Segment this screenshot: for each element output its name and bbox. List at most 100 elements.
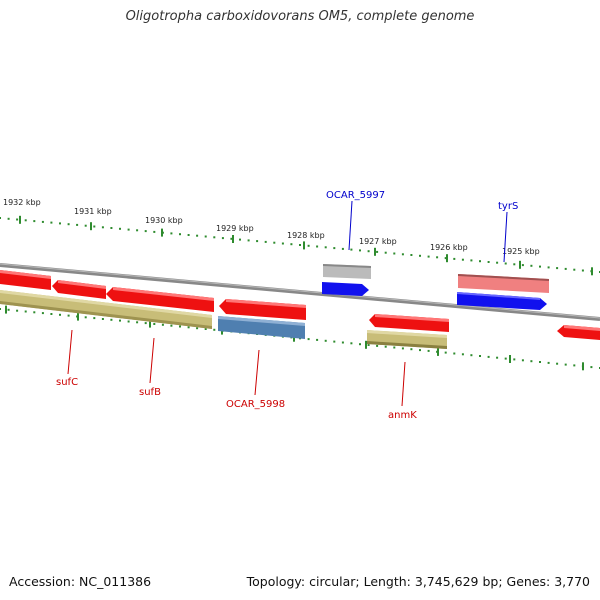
tick-dot <box>119 227 121 230</box>
tick-dot <box>76 223 79 226</box>
tick-dot <box>401 347 404 350</box>
gene-label-anmK[interactable]: anmK <box>388 410 417 421</box>
feature-bar-pink[interactable] <box>458 274 549 293</box>
tick-dot <box>556 267 559 270</box>
tick-dot <box>384 251 387 254</box>
gene-arrow-OCAR_5998-strand[interactable] <box>219 299 306 320</box>
tick-dot <box>299 244 301 246</box>
tick-dot <box>427 255 430 258</box>
tick-dot <box>521 264 524 267</box>
scale-label-1932: 1932 kbp <box>3 198 41 207</box>
gene-label-OCAR_5998[interactable]: OCAR_5998 <box>226 399 285 410</box>
tick-dot <box>496 261 499 264</box>
leader-line-anmK <box>401 361 406 407</box>
tick-dot <box>84 224 87 227</box>
accession-text: Accession: NC_011386 <box>9 574 152 589</box>
feature-bar-olive-left[interactable] <box>0 290 212 329</box>
tick-dot <box>419 254 421 257</box>
tick-dot <box>539 361 541 363</box>
tick-dot <box>436 256 439 259</box>
tick-dot <box>127 228 130 231</box>
gene-label-sufC[interactable]: sufC <box>56 377 78 388</box>
tick-dot <box>110 318 113 321</box>
tick-dot <box>59 313 61 316</box>
tick-dot <box>67 223 70 226</box>
tick-dot <box>170 324 173 327</box>
tick-dot <box>204 328 207 330</box>
tick-dot <box>410 348 413 351</box>
tick-dot <box>239 238 241 241</box>
tick-dot <box>547 266 550 269</box>
feature-bar-gray[interactable] <box>323 264 371 279</box>
tick-dot <box>307 338 310 341</box>
tick-dot <box>264 240 267 243</box>
tick-dot <box>359 249 361 252</box>
tick-dot <box>324 339 327 342</box>
tick-dot <box>444 351 447 354</box>
tick-dot <box>376 344 379 347</box>
tick-dot <box>350 248 353 251</box>
tick-dot <box>496 356 499 359</box>
gene-arrow-tyrS[interactable] <box>457 292 547 310</box>
genome-summary-text: Topology: circular; Length: 3,745,629 bp… <box>246 574 590 589</box>
gene-arrow-anmK-strand[interactable] <box>369 314 449 332</box>
leader-line-tyrS <box>503 211 508 263</box>
genome-backbone <box>0 263 600 321</box>
tick-dot <box>136 321 139 324</box>
tick-dot <box>127 320 130 323</box>
tick-dot <box>453 257 456 260</box>
tick-dot <box>444 257 447 260</box>
gene-arrow-1[interactable] <box>0 270 51 290</box>
tick-dot <box>479 260 481 263</box>
tick-dot <box>256 240 259 243</box>
tick-dot <box>350 342 353 345</box>
tick-dot <box>33 220 36 223</box>
tick-dot <box>153 230 156 233</box>
tick-dot <box>33 311 36 314</box>
leader-line-sufC <box>67 329 73 375</box>
tick-dot <box>341 341 344 344</box>
gene-label-OCAR_5997[interactable]: OCAR_5997 <box>326 190 385 201</box>
gene-arrow-sufC-strand[interactable] <box>52 280 106 299</box>
tick-dot <box>170 232 173 235</box>
gene-arrow-right-edge[interactable] <box>557 325 600 340</box>
tick-dot <box>359 343 361 346</box>
tick-dot <box>50 221 53 224</box>
tick-dot <box>410 254 413 256</box>
tick-dot <box>213 236 216 239</box>
tick-dot <box>187 326 190 329</box>
leader-line-sufB <box>149 337 155 384</box>
tick-dot <box>590 366 593 369</box>
upper-tick-track <box>0 215 600 276</box>
tick-dot <box>564 267 567 270</box>
tick-dot <box>144 322 147 325</box>
tick-dot <box>7 308 10 311</box>
tick-dot <box>384 345 387 348</box>
gene-label-sufB[interactable]: sufB <box>139 387 161 398</box>
gene-arrow-OCAR_5997[interactable] <box>322 282 369 296</box>
tick-dot <box>50 313 53 315</box>
title: Oligotropha carboxidovorans OM5, complet… <box>125 9 475 24</box>
tick-dot <box>461 353 464 356</box>
scale-label-1931: 1931 kbp <box>74 207 112 216</box>
tick-dot <box>187 234 190 236</box>
tick-dot <box>247 239 250 242</box>
scale-label-1926: 1926 kbp <box>430 243 468 252</box>
tick-dot <box>530 264 533 267</box>
feature-bar-steelblue[interactable] <box>218 316 305 339</box>
tick-dot <box>0 308 1 310</box>
tick-dot <box>470 259 473 262</box>
gene-arrow-sufB-strand[interactable] <box>106 287 214 312</box>
tick-dot <box>84 316 87 319</box>
feature-bar-olive-right[interactable] <box>367 330 447 349</box>
tick-dot <box>204 235 207 238</box>
tick-dot <box>221 237 224 240</box>
gene-label-tyrS[interactable]: tyrS <box>498 201 518 212</box>
tick-dot <box>110 227 113 229</box>
tick-dot <box>179 325 181 328</box>
tick-dot <box>316 245 319 248</box>
tick-dot <box>376 250 379 253</box>
tick-dot <box>427 349 430 352</box>
tick-dot <box>461 258 464 261</box>
tick-dot <box>290 243 293 246</box>
